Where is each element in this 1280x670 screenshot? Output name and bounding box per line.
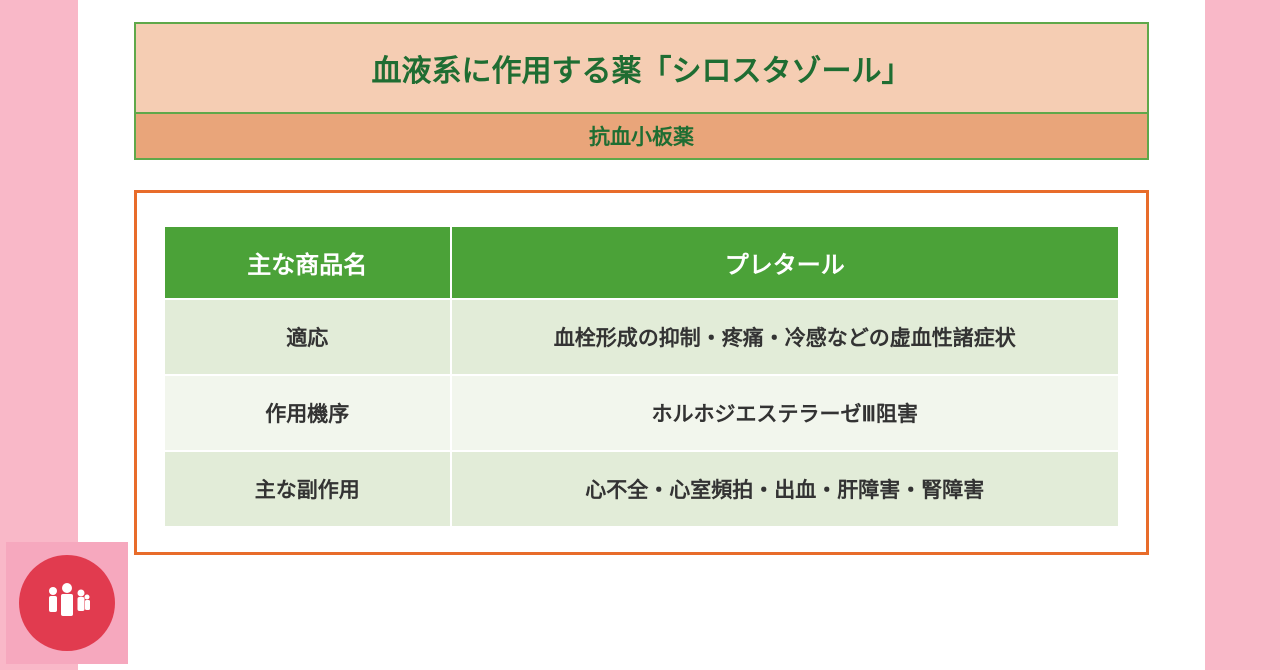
title-box: 血液系に作用する薬「シロスタゾール」 抗血小板薬 xyxy=(134,22,1149,160)
row-value: ホルホジエステラーゼⅢ阻害 xyxy=(451,375,1120,451)
header-right: プレタール xyxy=(451,226,1120,299)
table-header-row: 主な商品名 プレタール xyxy=(164,226,1119,299)
title-main: 血液系に作用する薬「シロスタゾール」 xyxy=(136,24,1147,114)
header-left: 主な商品名 xyxy=(164,226,451,299)
table-row: 適応 血栓形成の抑制・疼痛・冷感などの虚血性諸症状 xyxy=(164,299,1119,375)
table-row: 作用機序 ホルホジエステラーゼⅢ阻害 xyxy=(164,375,1119,451)
drug-info-table: 主な商品名 プレタール 適応 血栓形成の抑制・疼痛・冷感などの虚血性諸症状 作用… xyxy=(163,225,1120,528)
row-value: 血栓形成の抑制・疼痛・冷感などの虚血性諸症状 xyxy=(451,299,1120,375)
table-wrapper: 主な商品名 プレタール 適応 血栓形成の抑制・疼痛・冷感などの虚血性諸症状 作用… xyxy=(134,190,1149,555)
people-icon xyxy=(43,581,91,625)
title-sub: 抗血小板薬 xyxy=(136,114,1147,158)
logo-circle xyxy=(19,555,115,651)
content-panel: 血液系に作用する薬「シロスタゾール」 抗血小板薬 主な商品名 プレタール 適応 … xyxy=(78,0,1205,670)
brand-logo xyxy=(6,542,128,664)
row-value: 心不全・心室頻拍・出血・肝障害・腎障害 xyxy=(451,451,1120,527)
table-row: 主な副作用 心不全・心室頻拍・出血・肝障害・腎障害 xyxy=(164,451,1119,527)
row-label: 主な副作用 xyxy=(164,451,451,527)
row-label: 適応 xyxy=(164,299,451,375)
row-label: 作用機序 xyxy=(164,375,451,451)
